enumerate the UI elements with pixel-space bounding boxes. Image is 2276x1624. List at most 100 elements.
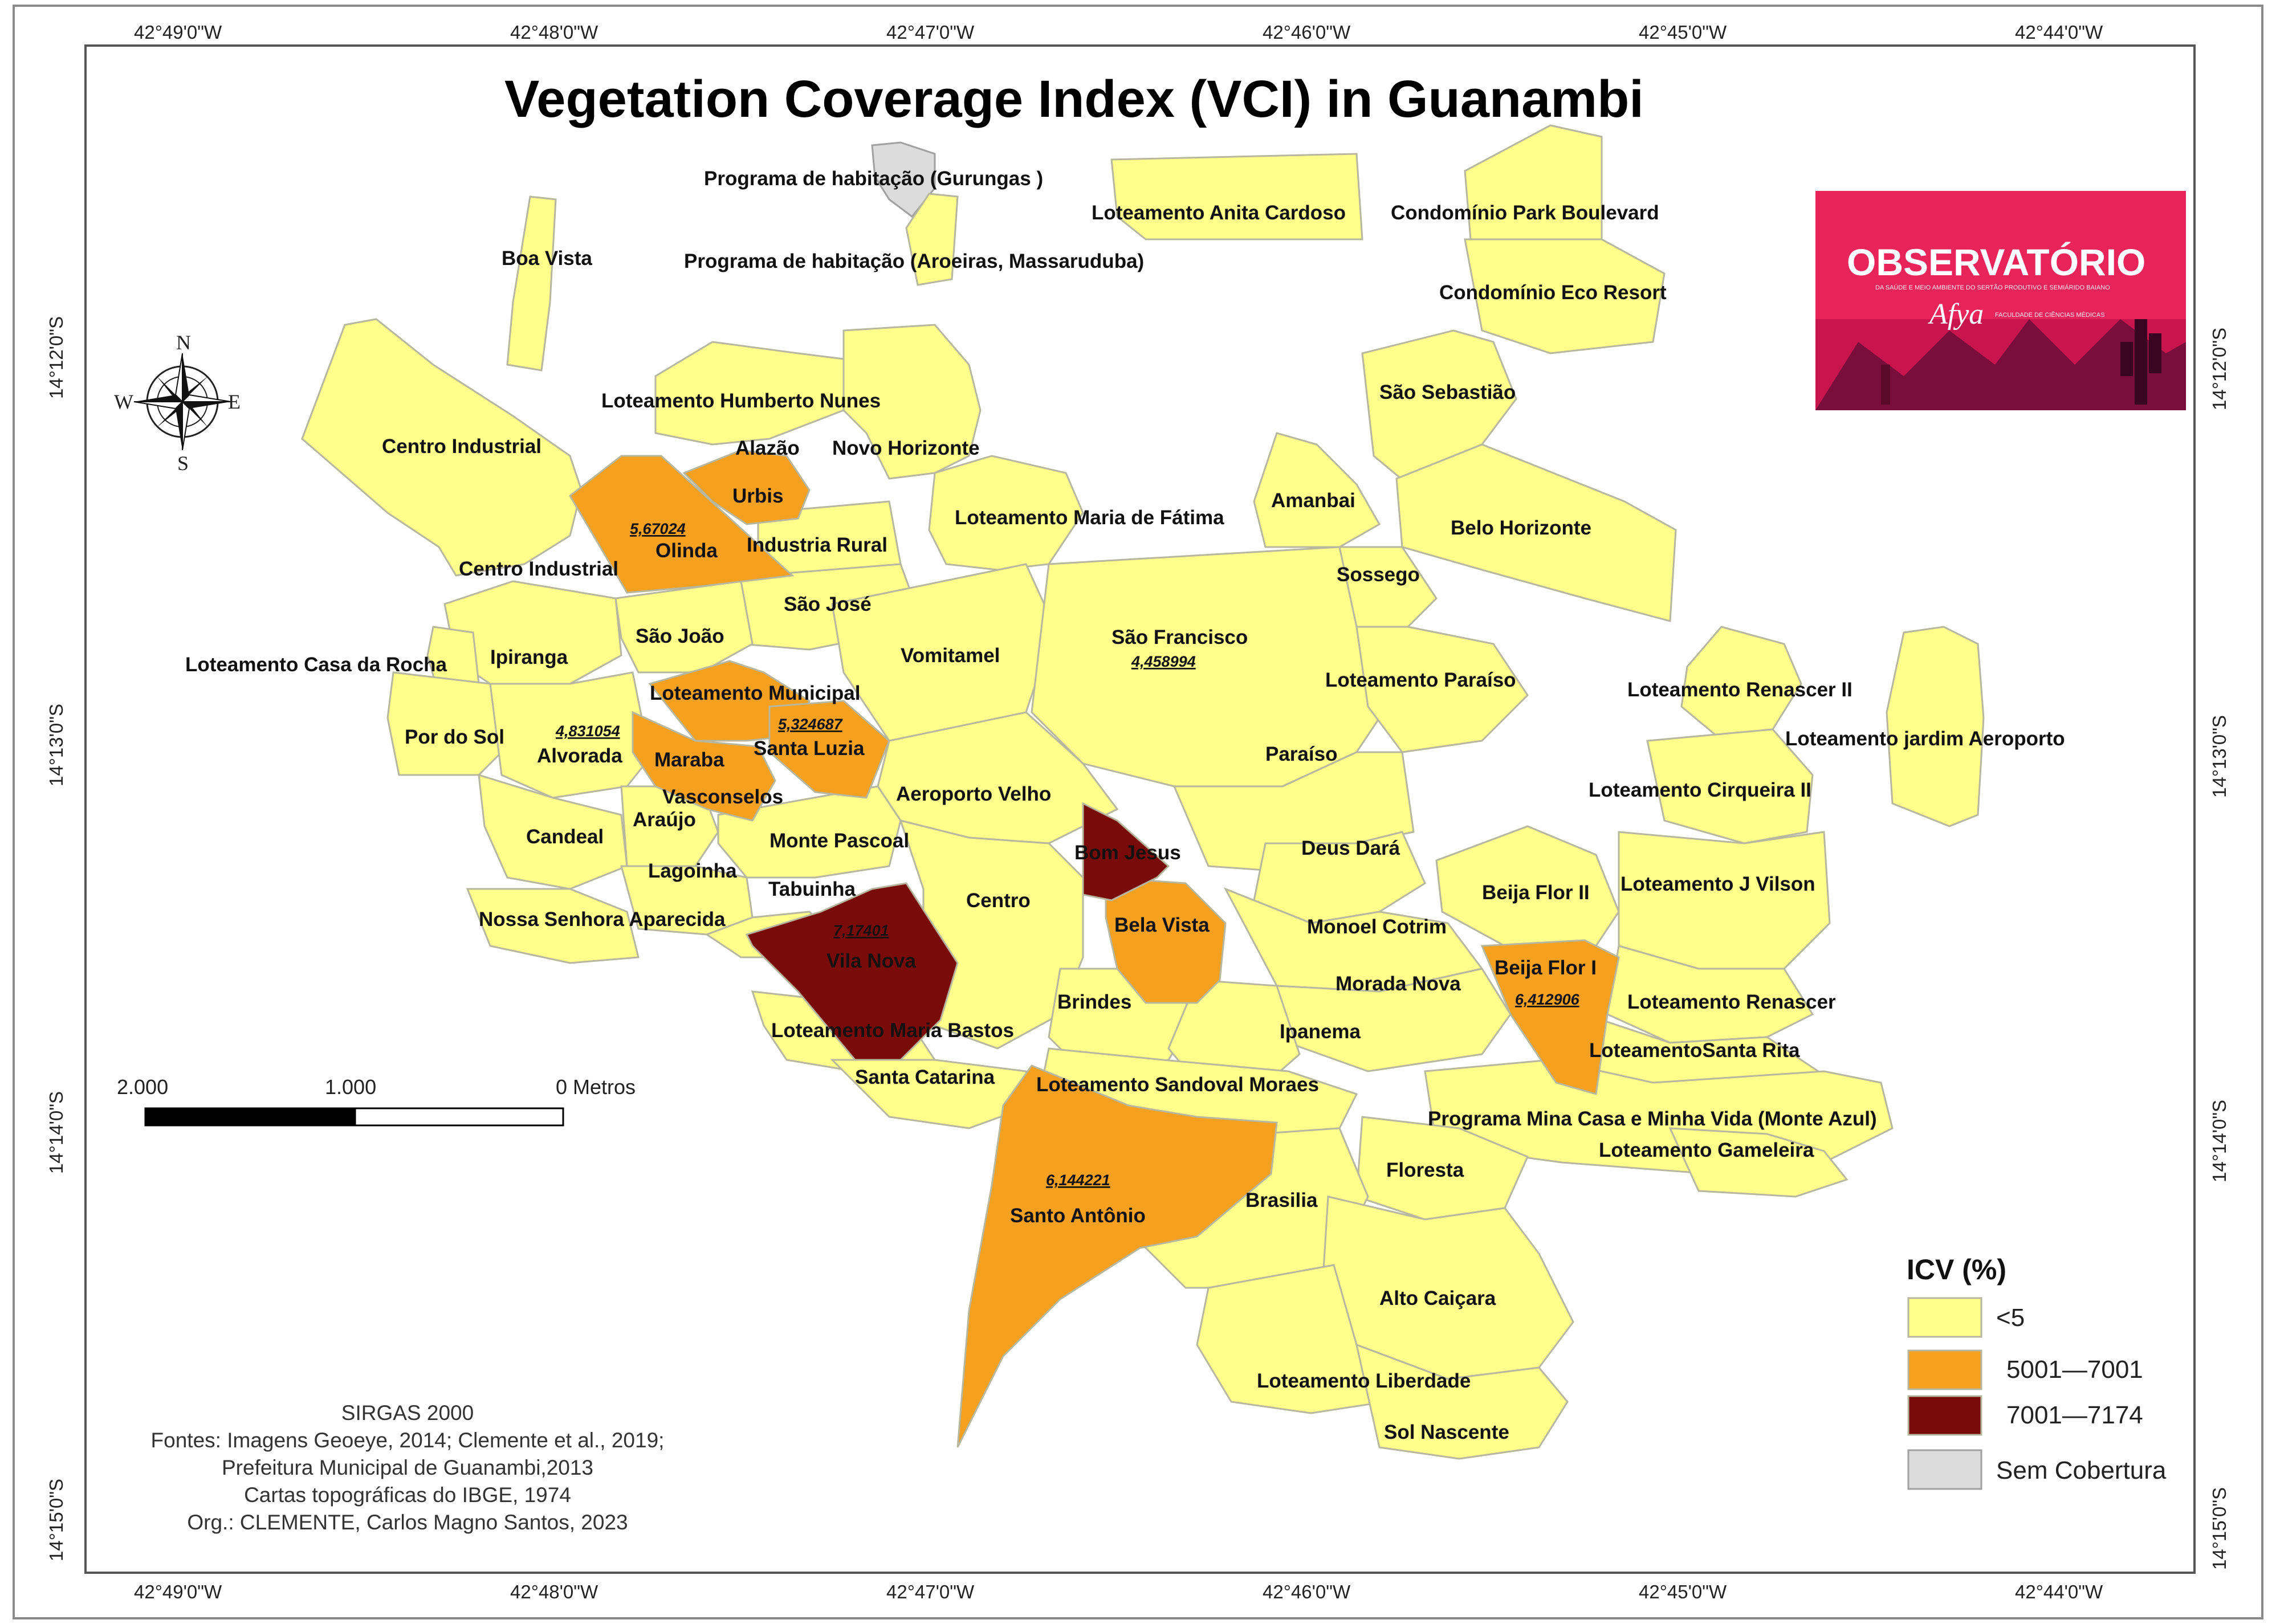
label-monoel-cotrim: Monoel Cotrim [1307,916,1447,938]
label-floresta: Floresta [1386,1159,1464,1181]
label-novo-horizonte: Novo Horizonte [832,437,980,459]
lon-label: 42°45'0"W [1639,1581,1727,1602]
compass-w: W [114,390,133,413]
scale-label-right: 0 Metros [556,1075,636,1099]
region-j-vilson [1618,831,1831,970]
label-mina-casa: Programa Mina Casa e Minha Vida (Monte A… [1428,1108,1877,1130]
label-alto-caicara: Alto Caiçara [1379,1287,1496,1309]
label-maria-bastos: Loteamento Maria Bastos [771,1019,1014,1042]
lat-label: 14°12'0"S [46,316,67,399]
lat-label: 14°13'0"S [46,704,67,786]
legend-swatch-high [1907,1395,1982,1436]
region-santa-luzia [768,700,890,799]
label-candeal: Candeal [526,826,604,848]
value-alvorada: 4,831054 [555,723,620,740]
label-alvorada: Alvorada [537,745,622,767]
neighborhood-polygons [301,124,1985,1460]
lon-label: 42°49'0"W [134,1581,222,1602]
region-boa-vista [506,195,557,372]
label-gameleira: Loteamento Gameleira [1599,1139,1814,1161]
compass-s: S [177,452,189,475]
lon-label: 42°48'0"W [510,22,598,43]
lat-label: 14°14'0"S [2209,1100,2230,1182]
label-monte-pascoal: Monte Pascoal [769,830,909,852]
legend-label-none: Sem Cobertura [1996,1456,2167,1484]
label-boa-vista: Boa Vista [502,247,592,270]
label-ipanema: Ipanema [1280,1021,1361,1043]
label-sossego: Sossego [1337,564,1420,586]
region-jardim-aeroporto [1886,626,1985,827]
region-monte-pascoal [717,785,902,879]
legend-swatch-none [1907,1449,1982,1490]
region-bela-vista [1105,876,1227,1004]
label-alazao: Alazão [735,437,800,459]
legend-label-high: 7001—7174 [2006,1401,2143,1429]
lat-label: 14°15'0"S [46,1479,67,1561]
region-anita-cardoso [1110,153,1363,240]
legend-swatch-low [1907,1297,1982,1338]
region-maraba [632,711,776,822]
credit-line: Prefeitura Municipal de Guanambi,2013 [222,1456,593,1479]
region-beija-flor-i [1480,939,1620,1095]
label-tabuinha: Tabuinha [768,878,856,900]
lon-label: 42°49'0"W [134,22,222,43]
label-sao-francisco: São Francisco [1111,626,1248,648]
label-brindes: Brindes [1057,991,1131,1013]
credit-line: SIRGAS 2000 [341,1401,474,1425]
value-olinda: 5,67024 [630,520,686,537]
label-lot-municipal: Loteamento Municipal [650,682,860,704]
label-lot-paraiso: Loteamento Paraíso [1325,669,1516,691]
logo-subtitle: DA SAÚDE E MEIO AMBIENTE DO SERTÃO PRODU… [1875,284,2110,291]
label-beija-flor-ii: Beija Flor II [1482,882,1590,904]
lon-label: 42°44'0"W [2015,22,2103,43]
observatorio-logo: OBSERVATÓRIO DA SAÚDE E MEIO AMBIENTE DO… [1815,191,2186,410]
label-sao-sebastiao: São Sebastião [1379,381,1516,403]
lon-label: 42°46'0"W [1263,22,1351,43]
region-candeal [478,773,628,890]
label-deus-dara: Deus Dará [1301,837,1400,859]
lon-label: 42°44'0"W [2015,1581,2103,1602]
label-santa-luzia: Santa Luzia [754,737,865,760]
compass-e: E [228,390,241,413]
label-sao-joao: São João [636,625,724,647]
label-liberdade: Loteamento Liberdade [1257,1370,1471,1392]
region-beija-flor-ii [1435,825,1620,947]
region-alvorada [489,671,651,799]
legend-swatch-mid [1907,1349,1982,1390]
scale-bar: 2.000 1.000 0 Metros [117,1075,636,1127]
label-humberto: Loteamento Humberto Nunes [601,390,881,412]
label-anita: Loteamento Anita Cardoso [1092,202,1346,224]
label-jardim-aeroporto: Loteamento jardim Aeroporto [1785,728,2065,750]
credit-line: Org.: CLEMENTE, Carlos Magno Santos, 202… [187,1511,628,1534]
lon-label: 42°47'0"W [886,22,975,43]
label-centro-industrial-2: Centro Industrial [459,558,618,580]
lat-label: 14°13'0"S [2209,715,2230,798]
legend-title: ICV (%) [1907,1254,2006,1286]
compass-rose-icon: N S E W [114,331,241,475]
region-olinda [569,455,795,594]
label-olinda: Olinda [655,540,718,562]
region-gameleira [1668,1127,1849,1198]
label-lagoinha: Lagoinha [648,860,737,882]
lon-label: 42°45'0"W [1639,22,1727,43]
label-industria-rural: Industria Rural [747,534,887,556]
label-maraba: Maraba [654,749,724,771]
label-morada-nova: Morada Nova [1336,973,1461,995]
lon-label: 42°46'0"W [1263,1581,1351,1602]
lon-label: 42°47'0"W [886,1581,975,1602]
label-santa-catarina: Santa Catarina [855,1066,995,1088]
region-bom-jesus [1082,802,1170,901]
credit-line: Cartas topográficas do IBGE, 1974 [244,1483,571,1507]
label-eco-resort: Condomínio Eco Resort [1439,281,1667,304]
label-sao-jose: São José [784,593,872,615]
label-bom-jesus: Bom Jesus [1074,842,1181,864]
label-santo-antonio: Santo Antônio [1010,1205,1146,1227]
label-renascer-ii: Loteamento Renascer II [1627,679,1852,701]
region-santo-antonio [956,1064,1278,1448]
label-beija-flor-i: Beija Flor I [1495,957,1597,979]
label-cirqueira-ii: Loteamento Cirqueira II [1589,779,1811,801]
region-centro-industrial [301,318,583,577]
label-belo-horizonte: Belo Horizonte [1451,517,1591,539]
region-park-boulevard [1464,124,1603,240]
